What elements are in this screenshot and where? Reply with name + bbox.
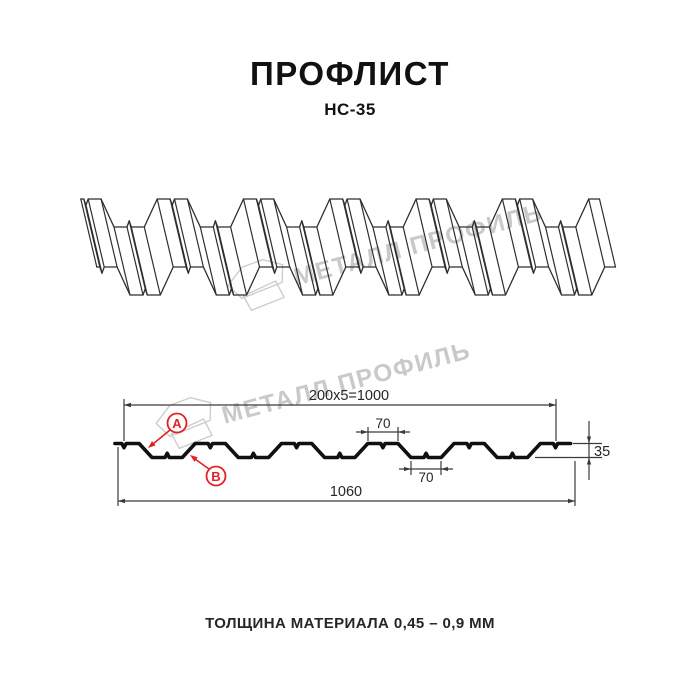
- callout-b-label: B: [211, 469, 220, 484]
- brand-logo-icon: [227, 258, 284, 300]
- dimension-top-flange: 70: [356, 416, 410, 441]
- brand-logo-fold-icon: [170, 418, 213, 449]
- brand-logo-fold-icon: [242, 280, 285, 311]
- callout-b-circle: [205, 465, 227, 487]
- watermark-text: МЕТАЛЛ ПРОФИЛЬ: [219, 337, 474, 429]
- dimension-cover-width: 200x5=1000: [123, 388, 557, 441]
- dimension-bottom-flange: 70: [399, 461, 453, 485]
- sheet-3d-drawing: [80, 198, 617, 296]
- callout-a: A: [148, 412, 188, 448]
- profile-code: НС-35: [324, 100, 376, 119]
- dimension-full-width: 1060: [117, 447, 576, 506]
- dimension-label: 200x5=1000: [309, 388, 389, 404]
- dimension-label: 1060: [330, 484, 362, 500]
- callout-a-circle: [166, 412, 188, 434]
- cross-section-profile: [113, 441, 573, 460]
- dimension-label: 35: [594, 444, 610, 460]
- material-thickness-note: ТОЛЩИНА МАТЕРИАЛА 0,45 – 0,9 ММ: [205, 615, 495, 632]
- dimension-height: 35: [535, 421, 610, 480]
- callout-a-label: A: [172, 416, 182, 431]
- page-title: ПРОФЛИСТ: [250, 55, 450, 92]
- dimension-label: 70: [418, 470, 433, 485]
- callout-b: B: [190, 455, 227, 487]
- dimension-label: 70: [375, 416, 390, 431]
